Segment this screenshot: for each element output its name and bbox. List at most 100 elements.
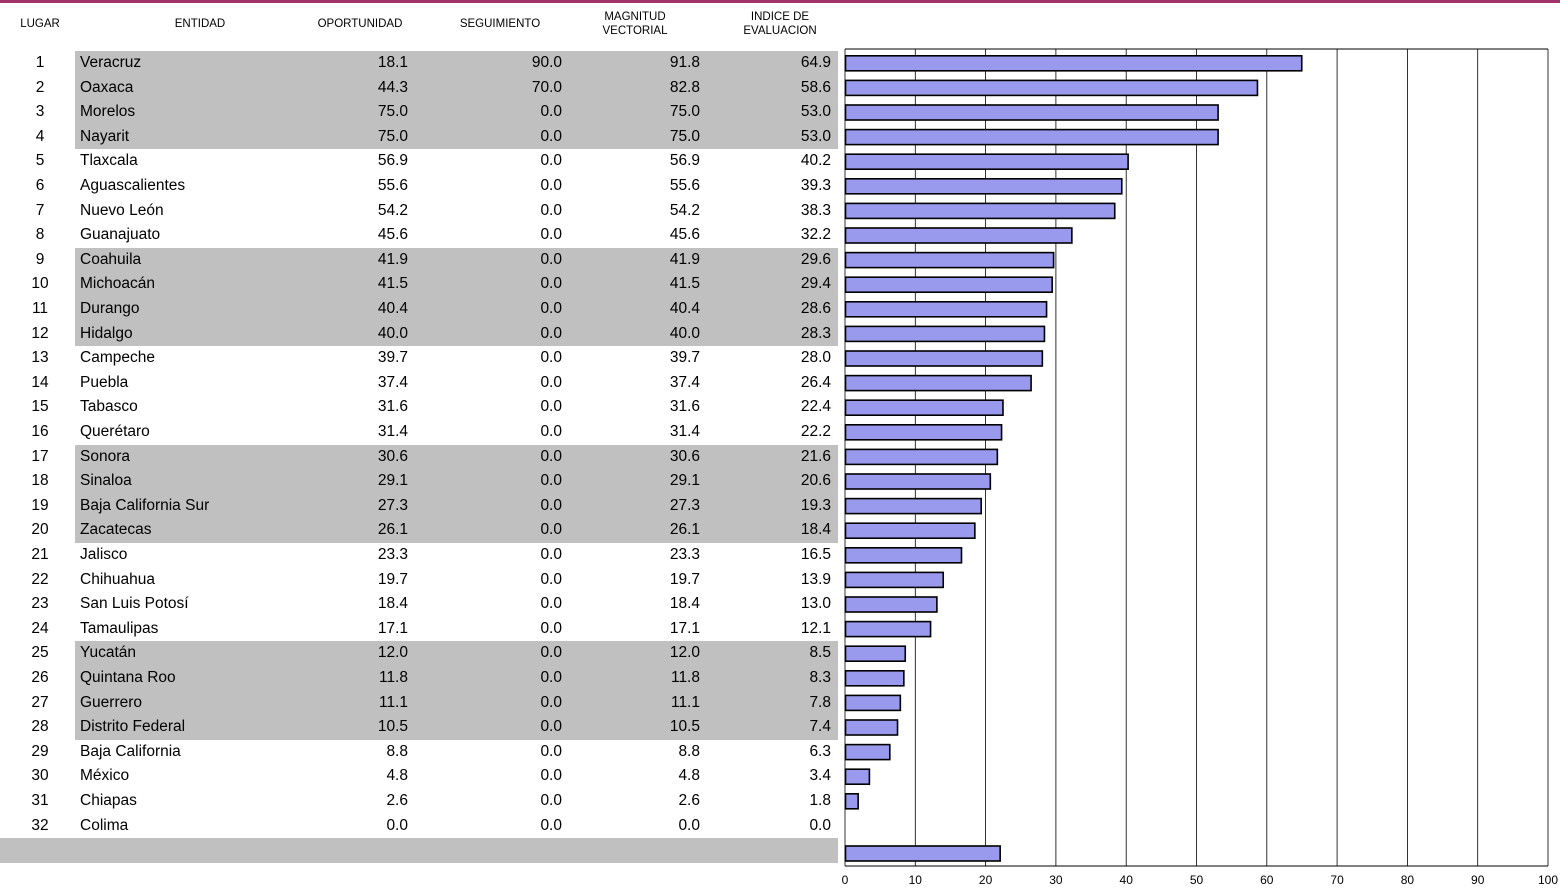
cell-magnitud: 31.4 [669,423,700,440]
cell-indice: 39.3 [800,177,831,194]
cell-seguimiento: 0.0 [540,644,562,662]
cell-magnitud: 0.0 [678,816,700,834]
bar [844,571,945,589]
cell-oportunidad: 41.9 [377,250,408,268]
cell-magnitud: 39.7 [669,349,700,367]
cell-indice: 38.3 [800,201,831,219]
table-row: 3 Morelos 75.0 0.0 75.0 53.0 [0,100,845,125]
cell-oportunidad: 39.7 [377,349,408,367]
cell-oportunidad: 30.6 [377,447,408,465]
cell-seguimiento: 0.0 [540,619,562,637]
row-band [75,124,838,150]
cell-name: Colima [80,816,129,834]
cell-oportunidad: 0.0 [386,816,408,834]
cell-rank: 8 [35,226,45,244]
row-band [75,518,838,543]
bar [844,178,1123,195]
bar [844,350,1044,367]
cell-magnitud: 29.1 [669,472,700,490]
cell-rank: 20 [31,521,49,539]
bar [844,79,1259,97]
cell-name: México [80,767,130,785]
cell-rank: 21 [31,546,49,563]
x-tick-label: 70 [1330,873,1344,887]
x-tick-label: 40 [1120,873,1134,887]
cell-oportunidad: 40.4 [377,300,408,317]
cell-name: Jalisco [80,546,128,563]
cell-indice: 32.2 [800,226,831,244]
table-row: 26 Quintana Roo 11.8 0.0 11.8 8.3 [0,666,845,691]
cell-seguimiento: 0.0 [540,398,562,416]
table-row: 24 Tamaulipas 17.1 0.0 17.1 12.1 [0,617,845,642]
cell-magnitud: 31.6 [669,398,700,416]
cell-rank: 23 [31,595,49,613]
cell-indice: 40.2 [800,152,831,170]
cell-rank: 25 [31,644,49,662]
cell-magnitud: 75.0 [669,103,700,121]
ranking-table: 1 Veracruz 18.1 90.0 91.8 64.9 2 Oaxaca 44.3 70.0… [0,51,845,859]
cell-seguimiento: 0.0 [540,792,562,809]
cell-indice: 29.6 [800,250,831,268]
cell-name: Tabasco [80,398,138,416]
table-row: 17 Sonora 30.6 0.0 30.6 21.6 [0,444,845,470]
bar [844,423,1003,441]
cell-name: Zacatecas [80,521,152,539]
bar [844,522,976,540]
table-row: 11 Durango 40.4 0.0 40.4 28.6 [0,297,845,322]
table-row: 8 Guanajuato 45.6 0.0 45.6 32.2 [0,223,845,248]
row-band [75,641,838,666]
cell-seguimiento: 0.0 [540,742,562,760]
cell-magnitud: 37.4 [669,373,700,391]
cell-magnitud: 2.6 [678,792,700,809]
bar [844,743,891,761]
cell-seguimiento: 0.0 [540,300,562,317]
bar [844,325,1046,343]
cell-seguimiento: 0.0 [540,669,562,686]
cell-rank: 18 [31,472,49,490]
cell-indice: 53.0 [800,103,831,121]
cell-magnitud: 11.8 [670,669,700,686]
cell-name: Baja California [80,742,181,760]
cell-rank: 2 [35,78,45,96]
cell-oportunidad: 41.5 [377,275,408,293]
bar [844,694,902,712]
cell-magnitud: 91.8 [669,54,700,71]
cell-magnitud: 23.3 [669,546,700,563]
cell-indice: 0.0 [809,816,831,834]
cell-seguimiento: 0.0 [540,127,562,145]
cell-seguimiento: 0.0 [540,767,562,785]
cell-magnitud: 75.0 [669,127,700,145]
cell-indice: 26.4 [800,373,831,391]
header-entidad: ENTIDAD [174,18,226,30]
table-row: 28 Distrito Federal 10.5 0.0 10.5 7.4 [0,715,845,740]
cell-indice: 13.0 [800,595,831,613]
cell-name: Quintana Roo [80,669,176,686]
cell-oportunidad: 19.7 [377,570,408,588]
cell-seguimiento: 0.0 [540,275,562,293]
row-band [75,666,838,691]
cell-name: Tamaulipas [80,619,159,637]
cell-rank: 22 [31,570,49,588]
x-tick-label: 90 [1471,873,1485,887]
bar [844,620,932,638]
cell-seguimiento: 0.0 [540,546,562,563]
cell-name: Yucatán [80,644,137,662]
table-row: 10 Michoacán 41.5 0.0 41.5 29.4 [0,272,845,297]
cell-seguimiento: 0.0 [540,595,562,613]
row-band [75,321,838,347]
x-tick-label: 50 [1190,873,1204,887]
table-row: 29 Baja California 8.8 0.0 8.8 6.3 [0,740,845,765]
cell-seguimiento: 0.0 [540,177,562,194]
table-row: 5 Tlaxcala 56.9 0.0 56.9 40.2 [0,149,845,174]
cell-name: Guanajuato [80,226,161,244]
cell-rank: 24 [31,619,49,637]
cell-indice: 64.9 [800,54,831,71]
cell-magnitud: 27.3 [669,496,700,514]
cell-seguimiento: 0.0 [540,373,562,391]
cell-name: Nuevo León [80,201,164,219]
cell-seguimiento: 0.0 [540,250,562,268]
table-row: 22 Chihuahua 19.7 0.0 19.7 13.9 [0,568,845,593]
cell-name: Hidalgo [80,324,133,342]
cell-name: Campeche [80,349,155,367]
